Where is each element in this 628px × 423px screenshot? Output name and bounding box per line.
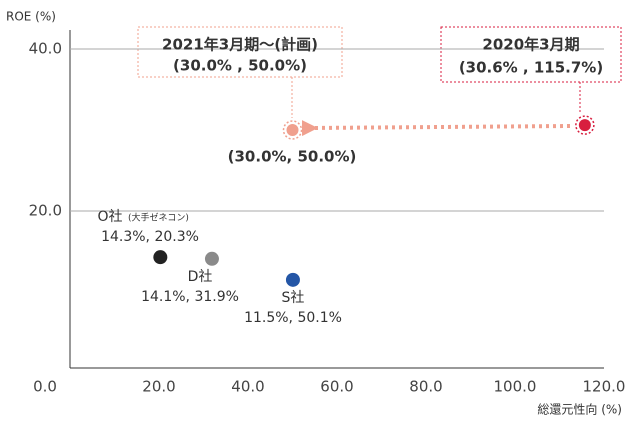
x-tick-label: 120.0 xyxy=(583,378,626,396)
series-label: 2021年3月期～(計画) xyxy=(162,36,318,54)
series-label: 2020年3月期 xyxy=(482,36,579,54)
x-tick-label: 60.0 xyxy=(320,378,353,396)
data-label: (30.0%, 50.0%) xyxy=(228,148,357,166)
data-label: 14.3%, 20.3% xyxy=(101,229,199,245)
data-label: 11.5%, 50.1% xyxy=(244,310,342,326)
x-tick-label: 100.0 xyxy=(494,378,537,396)
x-tick-label: 80.0 xyxy=(409,378,442,396)
y-axis-title: ROE (%) xyxy=(6,10,56,24)
x-tick-label: 0.0 xyxy=(33,378,57,396)
point xyxy=(286,124,299,136)
y-tick-label: 40.0 xyxy=(29,40,62,58)
series-label: D社 xyxy=(188,269,213,285)
series-label: S社 xyxy=(282,290,305,306)
point-ring xyxy=(282,120,303,140)
point-ring xyxy=(575,115,595,135)
point xyxy=(153,250,168,265)
data-label: (30.6% , 115.7%) xyxy=(459,59,603,77)
point xyxy=(578,119,591,132)
series-note: (大手ゼネコン) xyxy=(128,212,189,224)
annotation-box xyxy=(440,26,622,83)
annotation-text: (30.0% , 50.0%) xyxy=(173,57,307,75)
y-tick-label: 20.0 xyxy=(29,202,62,220)
arrow xyxy=(301,120,571,137)
series-label: O社 xyxy=(97,209,122,225)
data-label: 14.1%, 31.9% xyxy=(141,289,239,305)
point xyxy=(204,251,219,266)
x-axis-title: 総還元性向 (%) xyxy=(537,402,622,417)
annotation-box xyxy=(137,26,343,78)
x-tick-label: 40.0 xyxy=(231,378,264,396)
point xyxy=(285,272,300,287)
x-tick-label: 20.0 xyxy=(142,378,175,396)
